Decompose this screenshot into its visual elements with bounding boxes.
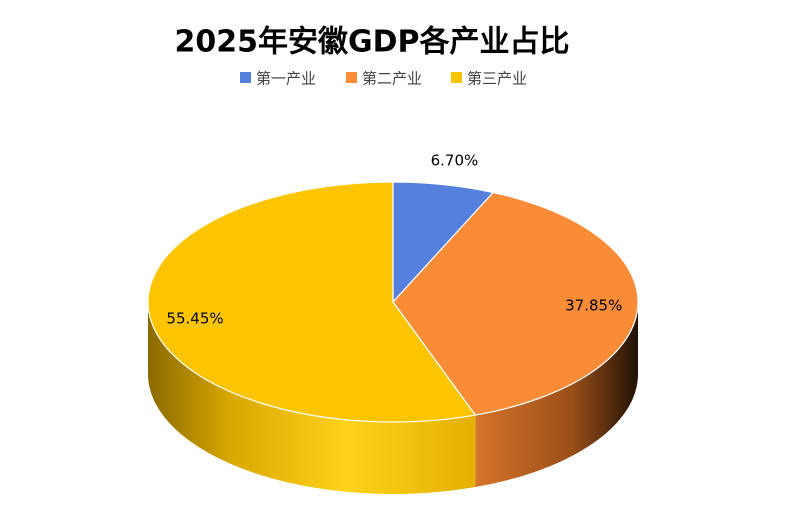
chart-title: 2025年安徽GDP各产业占比 [174, 25, 569, 60]
legend-swatch [451, 72, 462, 83]
legend-label: 第二产业 [362, 70, 422, 88]
legend-label: 第三产业 [467, 70, 527, 88]
legend-swatch [240, 72, 251, 83]
slice-side [475, 302, 638, 488]
data-label: 6.70% [431, 152, 479, 170]
legend-swatch [346, 72, 357, 83]
data-label: 55.45% [166, 309, 223, 327]
slice [392, 191, 639, 416]
data-label: 37.85% [565, 296, 622, 314]
slice-side [148, 302, 476, 494]
slice [147, 181, 477, 423]
legend-label: 第一产业 [256, 70, 316, 88]
